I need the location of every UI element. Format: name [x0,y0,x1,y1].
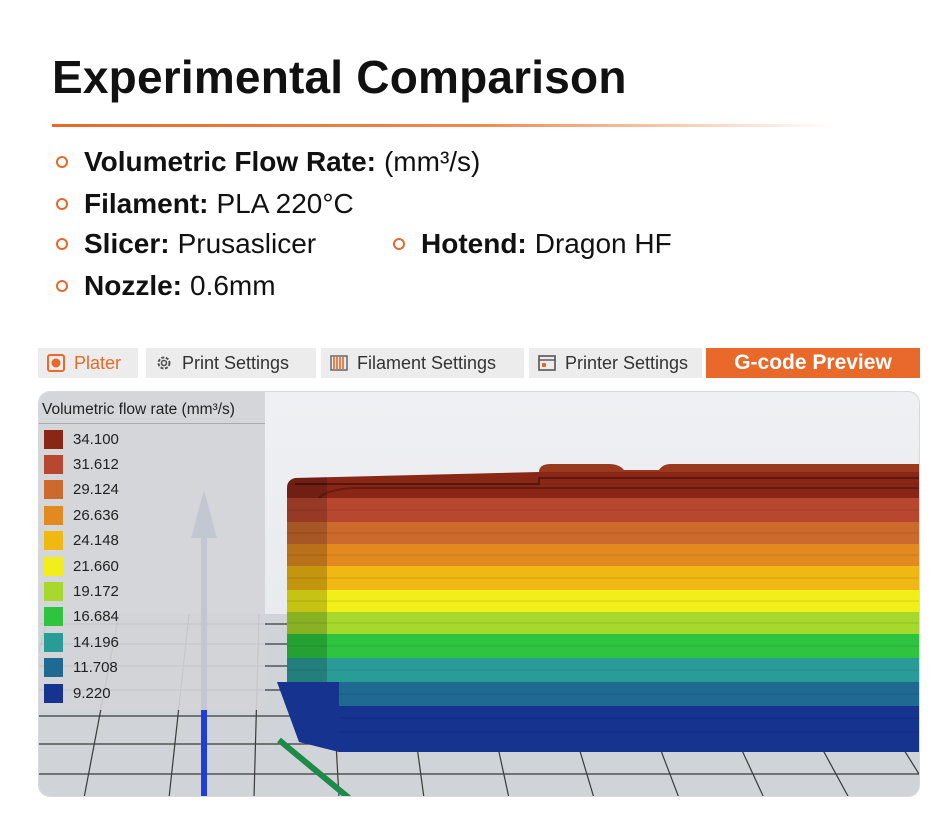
spec-label: Filament: [84,188,209,219]
spec-filament: Filament: PLA 220°C [56,188,354,220]
legend-swatch [44,607,63,627]
3d-preview-scene [39,464,919,796]
legend-value: 11.708 [73,659,118,677]
bullet-circle-icon [56,198,68,210]
legend-swatch [44,556,63,576]
legend-item: 14.196 [44,631,119,653]
legend-value: 29.124 [73,481,119,499]
spec-hotend: Hotend: Dragon HF [393,228,672,260]
legend-value: 34.100 [73,430,119,448]
slicer-tab-bar: Plater Print Settings Filament Settings … [38,348,920,378]
printer-icon [537,353,557,373]
legend-item: 26.636 [44,504,119,526]
legend-value: 14.196 [73,633,119,651]
tab-label: Printer Settings [565,352,689,373]
spec-label: Volumetric Flow Rate: [84,146,376,177]
legend-item: 29.124 [44,479,119,501]
legend-swatch [44,632,63,652]
bullet-circle-icon [393,238,405,250]
spec-label: Hotend: [421,228,527,259]
spec-slicer: Slicer: Prusaslicer [56,228,316,260]
title-underline [52,124,832,127]
legend-swatch [44,581,63,601]
legend-swatch [44,683,63,703]
gear-icon [154,353,174,373]
bullet-circle-icon [56,280,68,292]
legend-value: 26.636 [73,506,119,524]
tab-label: Plater [74,352,122,373]
spec-label: Nozzle: [84,270,182,301]
legend-value: 9.220 [73,684,111,702]
tab-gcode-preview[interactable]: G-code Preview [706,348,920,378]
printed-object-layers [287,472,919,752]
legend-swatch [44,658,63,678]
legend-value: 19.172 [73,582,119,600]
spec-nozzle: Nozzle: 0.6mm [56,270,276,302]
legend-item: 24.148 [44,530,119,552]
legend-value: 24.148 [73,532,119,550]
filament-spool-icon [329,353,349,373]
legend-value: 16.684 [73,608,119,626]
spec-value: 0.6mm [190,270,276,301]
plater-icon [46,353,66,373]
legend-item: 11.708 [44,657,118,679]
legend-swatch [44,429,63,449]
spec-volumetric-flow-rate: Volumetric Flow Rate: (mm³/s) [56,146,480,178]
legend-item: 31.612 [44,453,119,475]
tab-plater[interactable]: Plater [38,348,138,378]
tab-filament-settings[interactable]: Filament Settings [321,348,524,378]
legend-swatch [44,531,63,551]
tab-label: G-code Preview [734,351,892,374]
tab-printer-settings[interactable]: Printer Settings [529,348,702,378]
gcode-preview-viewport[interactable]: Volumetric flow rate (mm³/s) 34.100 31.61… [38,391,920,797]
legend-item: 9.220 [44,682,111,704]
flow-rate-legend: Volumetric flow rate (mm³/s) 34.100 31.61… [39,392,265,710]
legend-swatch [44,454,63,474]
bullet-circle-icon [56,238,68,250]
spec-value: Dragon HF [534,228,672,259]
spec-value: PLA 220°C [216,188,354,219]
legend-title: Volumetric flow rate (mm³/s) [42,401,235,418]
spec-value: Prusaslicer [177,228,317,259]
spec-value: (mm³/s) [383,146,481,177]
legend-swatch [44,505,63,525]
tab-label: Print Settings [182,352,290,373]
legend-item: 21.660 [44,555,119,577]
legend-value: 31.612 [73,455,119,473]
tab-print-settings[interactable]: Print Settings [146,348,316,378]
spec-label: Slicer: [84,228,170,259]
legend-value: 21.660 [73,557,119,575]
legend-swatch [44,480,63,500]
object-base-foot [277,682,339,752]
legend-item: 19.172 [44,580,119,602]
page-title: Experimental Comparison [52,51,627,103]
legend-item: 34.100 [44,428,119,450]
bullet-circle-icon [56,156,68,168]
legend-item: 16.684 [44,606,119,628]
tab-label: Filament Settings [357,352,497,373]
legend-divider [39,423,265,424]
